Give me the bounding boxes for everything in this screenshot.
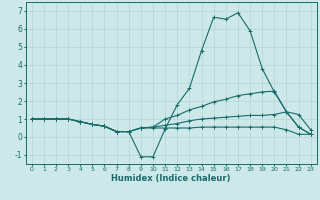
X-axis label: Humidex (Indice chaleur): Humidex (Indice chaleur) xyxy=(111,174,231,183)
